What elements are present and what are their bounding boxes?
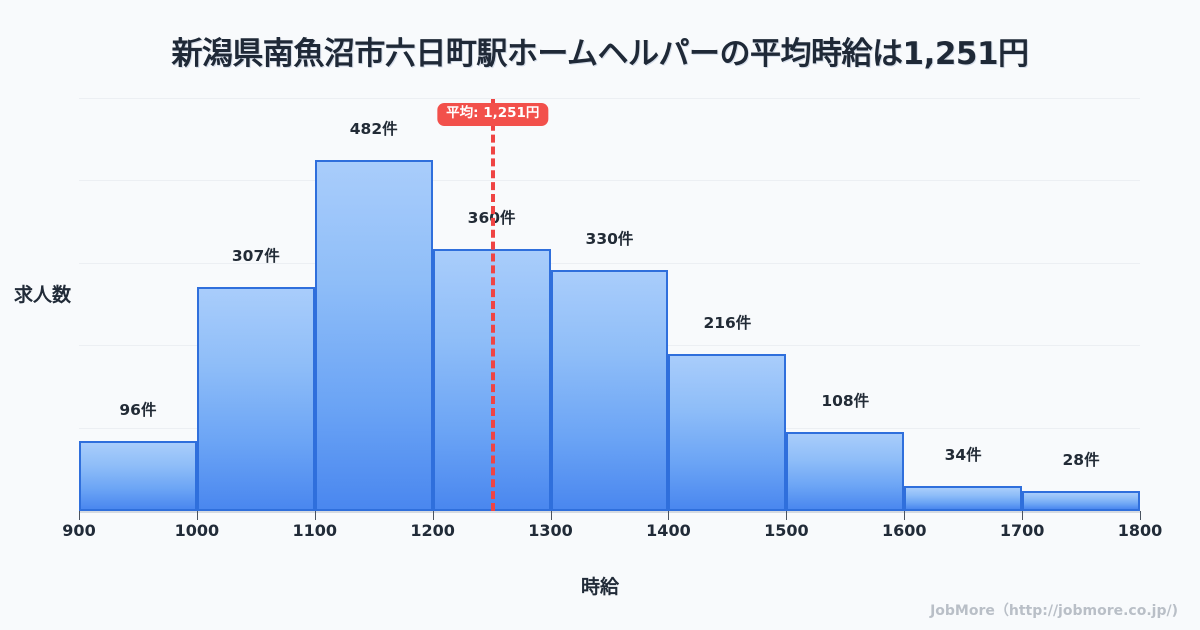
x-tick-label: 1400 [646, 521, 691, 540]
x-tick-label: 1000 [174, 521, 220, 540]
bar[interactable] [79, 441, 197, 511]
bar-value-label: 216件 [703, 313, 752, 332]
average-line [490, 99, 495, 511]
x-tick-mark [904, 511, 906, 520]
gridline-4 [79, 98, 1140, 99]
y-axis-title: 求人数 [14, 284, 72, 306]
plot-area: 96件 307件 482件 360件 330件 216件 108件 34件 28件 [79, 98, 1140, 511]
x-tick-label: 1600 [881, 521, 927, 540]
x-tick-label: 1100 [292, 521, 338, 540]
gridline-2 [79, 262, 1140, 264]
bar-value-label: 307件 [231, 247, 280, 266]
bar[interactable] [1022, 490, 1140, 511]
bar-value-label: 28件 [1062, 450, 1100, 469]
bar[interactable] [550, 270, 669, 511]
bar[interactable] [314, 159, 433, 511]
x-axis-line [79, 511, 1140, 513]
bar[interactable] [668, 353, 787, 511]
average-badge: 平均: 1,251円 [437, 103, 549, 126]
x-tick-mark [314, 511, 316, 520]
x-tick-label: 1300 [528, 521, 573, 540]
chart-title: 新潟県南魚沼市六日町駅ホームヘルパーの平均時給は1,251円 [171, 36, 1029, 72]
x-tick-mark [668, 511, 670, 520]
x-axis-title: 時給 [580, 576, 619, 598]
x-tick-label: 1200 [410, 521, 455, 540]
footer-credit: JobMore（http://jobmore.co.jp/) [930, 603, 1178, 619]
bar-value-label: 96件 [119, 401, 157, 419]
x-tick-mark [196, 511, 198, 520]
bar-value-label: 482件 [349, 119, 398, 138]
gridline-3 [79, 180, 1140, 182]
x-tick-mark [432, 511, 434, 520]
bar[interactable] [904, 486, 1023, 511]
x-tick-mark [1140, 511, 1141, 520]
x-tick-label: 1700 [999, 521, 1045, 540]
x-tick-label: 1500 [764, 521, 809, 540]
x-tick-label: 1800 [1117, 521, 1163, 540]
bar-value-label: 34件 [944, 446, 982, 465]
x-tick-mark [786, 511, 788, 520]
bar[interactable] [196, 287, 315, 511]
x-tick-mark [79, 511, 80, 520]
bar-value-label: 330件 [585, 230, 634, 249]
x-tick-mark [550, 511, 552, 520]
x-tick-label: 900 [62, 521, 96, 540]
bar[interactable] [786, 432, 905, 511]
x-tick-mark [1022, 511, 1024, 520]
bar-value-label: 108件 [821, 392, 870, 411]
